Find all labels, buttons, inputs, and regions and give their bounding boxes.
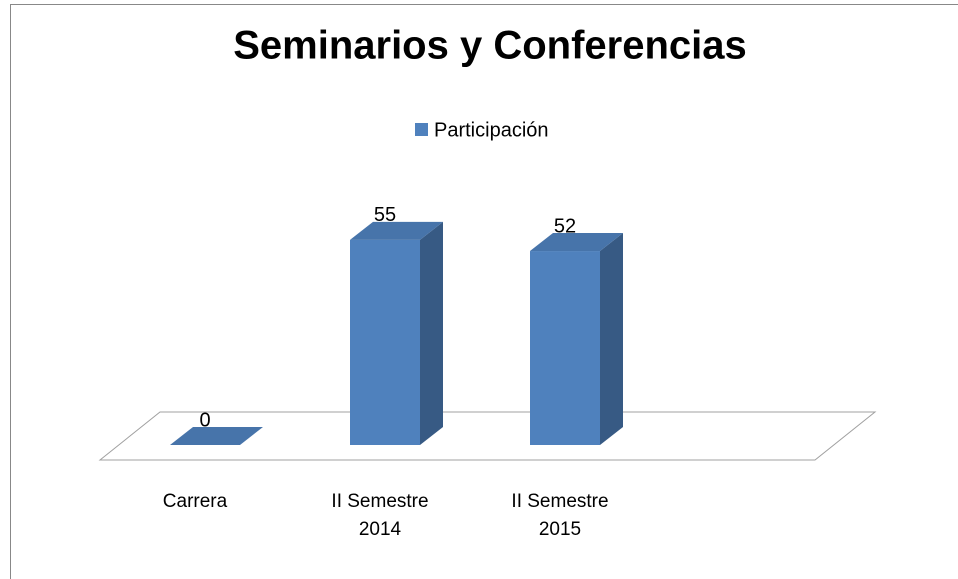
bar-side [420,221,443,445]
bar-top [530,233,623,252]
floor [98,411,877,461]
legend-label: Participación [434,119,549,141]
legend-swatch [415,123,428,136]
data-label: 0 [199,409,210,431]
bar [350,239,420,445]
bar-side [600,233,623,445]
x-tick-label: Carrera [162,491,228,512]
bar [530,251,600,445]
bar-top [350,221,443,240]
bar-top [170,427,263,445]
chart-title: Seminarios y Conferencias [233,24,747,68]
chart-frame [10,4,958,579]
x-tick-label: II Semestre 2015 [511,491,609,540]
x-tick-label: II Semestre 2014 [331,491,429,540]
data-label: 52 [554,215,576,237]
data-label: 55 [374,204,396,226]
